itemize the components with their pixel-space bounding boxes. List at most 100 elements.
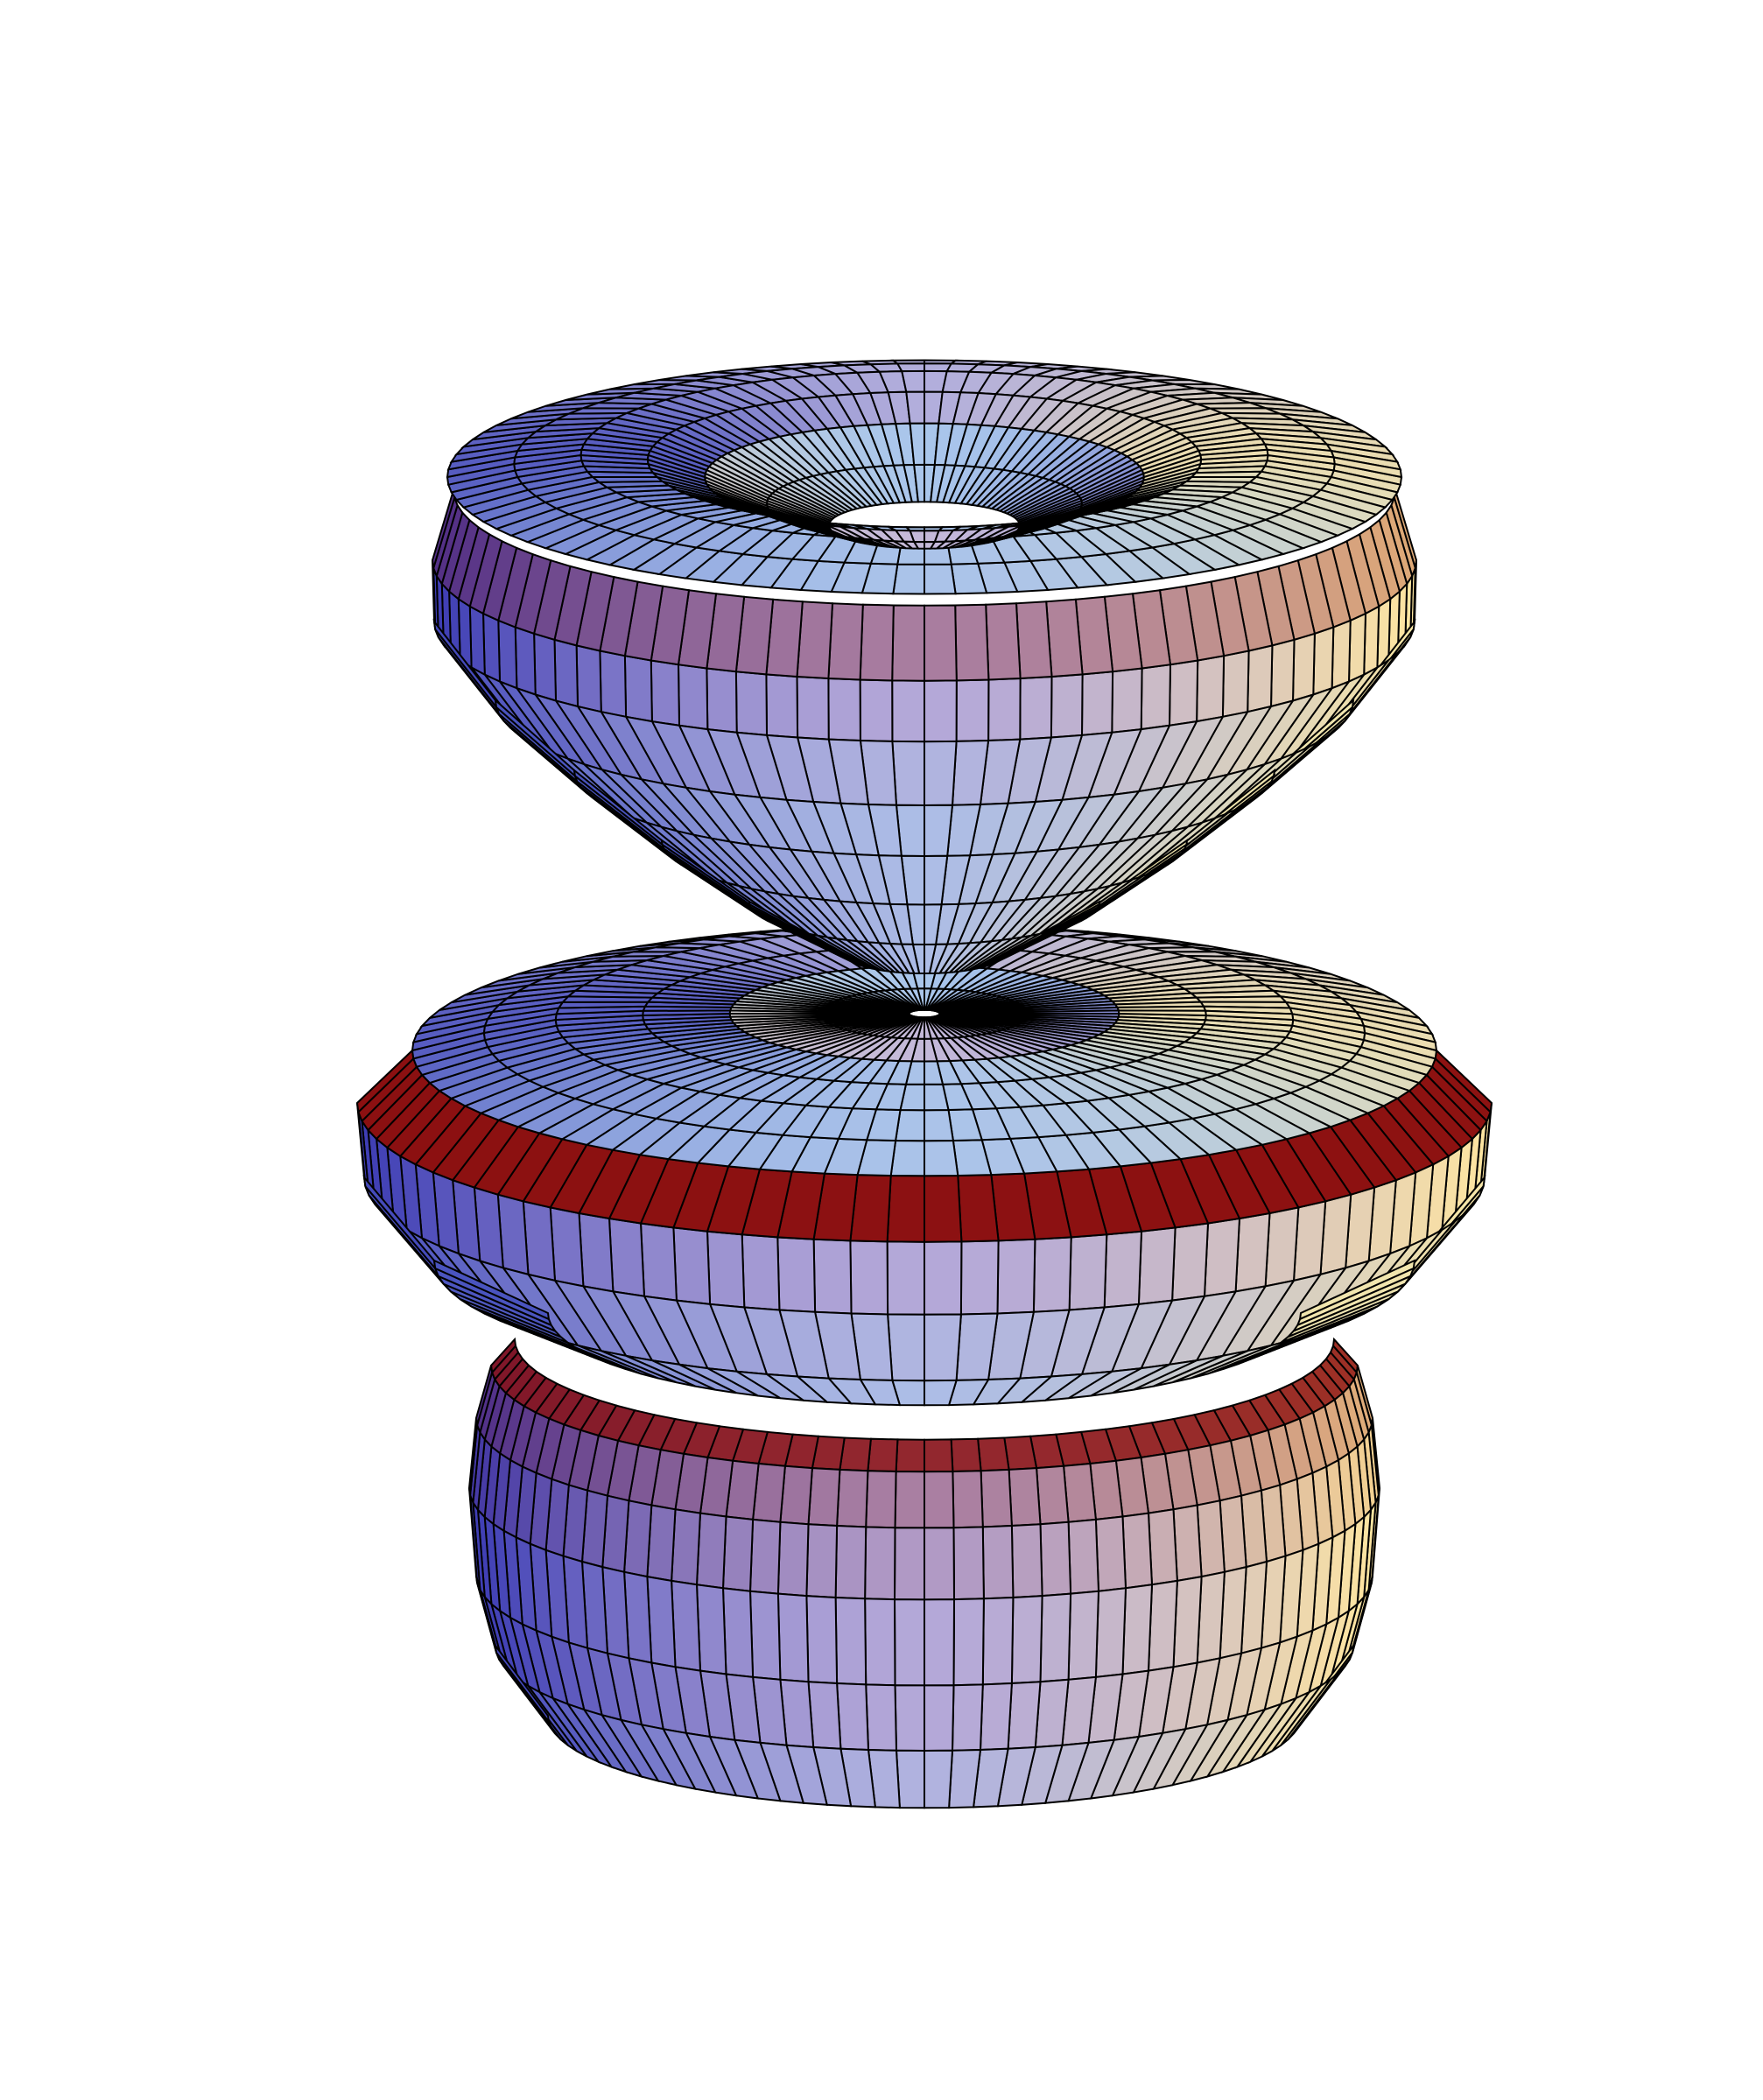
mesh-facet (1094, 1515, 1127, 1592)
mesh-facet (952, 1598, 985, 1687)
mesh-facet (1067, 1590, 1100, 1681)
mesh-facet (895, 1749, 925, 1809)
mesh-facet (892, 563, 925, 595)
mesh-facet (553, 638, 579, 708)
mesh-facet (748, 900, 847, 958)
mesh-facet (1264, 1206, 1300, 1288)
mesh-facet (1117, 1009, 1207, 1017)
mesh-facet (895, 1438, 925, 1473)
bottom-bulb-lobe (467, 1337, 1381, 1809)
mesh-facet (1010, 1523, 1043, 1599)
mesh-facet (734, 671, 769, 736)
mesh-facet (887, 1313, 925, 1382)
mesh-facet (1025, 1009, 1120, 1015)
mesh-facet (807, 1467, 841, 1528)
mesh-facet (1347, 612, 1367, 684)
mesh-facet (924, 563, 957, 595)
mesh-facet (924, 1470, 955, 1529)
mesh-facet (1036, 1464, 1070, 1526)
mesh-facet (497, 619, 518, 690)
mesh-facet (1247, 644, 1274, 713)
mesh-facet (695, 1584, 727, 1675)
mesh-facet (924, 1598, 956, 1687)
mesh-facet (1312, 626, 1335, 696)
mesh-facet (924, 1174, 963, 1243)
mesh-facet (859, 603, 895, 682)
mesh-facet (1140, 664, 1172, 731)
mesh-facet (494, 1642, 551, 1725)
mesh-facet (836, 1682, 870, 1752)
mesh-facet (1196, 655, 1226, 723)
mesh-facet (432, 1259, 551, 1321)
mesh-facet (834, 1524, 867, 1600)
mesh-facet (886, 1240, 925, 1316)
mesh-facet (865, 1683, 898, 1752)
mesh-facet (1269, 638, 1296, 708)
mesh-facet (1039, 1592, 1072, 1683)
mesh-facet (776, 1521, 810, 1598)
mesh-facet (924, 1438, 954, 1473)
mesh-facet (1010, 1595, 1043, 1685)
mesh-facet (1137, 1226, 1177, 1306)
mesh-facet (748, 1518, 782, 1595)
mesh-facet (864, 1526, 896, 1601)
mesh-facet (533, 632, 558, 702)
mesh-facet (706, 1230, 746, 1309)
mesh-facet (1221, 650, 1250, 719)
mesh-facet (924, 1240, 963, 1316)
mesh-facet (639, 1222, 678, 1302)
mesh-facet (1168, 659, 1199, 727)
mesh-facet (1147, 1508, 1178, 1586)
mesh-facet (924, 1108, 955, 1142)
mesh-facet (836, 1468, 869, 1528)
mesh-facet (805, 1523, 839, 1599)
mesh-facet (955, 678, 990, 742)
mesh-facet (924, 1684, 955, 1752)
mesh-facet (977, 1436, 1010, 1472)
mesh-facet (765, 673, 799, 739)
mesh-facet (1103, 1230, 1143, 1309)
mesh-facet (959, 1240, 1000, 1316)
mesh-facet (827, 677, 861, 742)
mesh-facet (893, 1598, 925, 1687)
mesh-facet (1121, 1584, 1154, 1675)
mesh-facet (1015, 601, 1053, 680)
mesh-facet (891, 679, 925, 743)
mesh-facet (896, 362, 925, 373)
mesh-facet (865, 1470, 897, 1529)
mesh-facet (578, 1212, 615, 1293)
mesh-facet (677, 664, 709, 731)
mesh-facet (952, 1526, 985, 1601)
mesh-facet (1291, 632, 1316, 702)
mesh-facet (849, 1240, 889, 1316)
mesh-facet (650, 659, 681, 727)
mesh-facet (1003, 1435, 1038, 1471)
mesh-facet (1018, 499, 1083, 527)
mesh-facet (721, 1515, 755, 1592)
mesh-facet (1234, 1212, 1271, 1293)
mesh-facet (671, 1508, 702, 1586)
mesh-facet (1039, 1521, 1072, 1598)
mesh-facet (996, 1238, 1036, 1315)
mesh-facet (1080, 671, 1114, 736)
mesh-facet (924, 1139, 959, 1177)
mesh-facet (924, 679, 958, 743)
mesh-facet (891, 740, 925, 807)
mesh-facet (1068, 1233, 1108, 1311)
middle-disc-lobe (355, 924, 1493, 1407)
mesh-facet (979, 1682, 1013, 1752)
mesh-facet (721, 1587, 755, 1679)
mesh-facet (1172, 1504, 1203, 1583)
mesh-facet (981, 1524, 1015, 1600)
mesh-facet (748, 1590, 782, 1681)
mesh-facet (1331, 619, 1352, 690)
mesh-facet (672, 1226, 712, 1306)
mesh-facet (893, 1527, 925, 1601)
mesh-facet (1067, 1518, 1100, 1595)
mesh-facet (924, 1749, 954, 1809)
mesh-facet (695, 1512, 727, 1590)
mesh-facet (985, 602, 1022, 681)
mesh-facet (1171, 1222, 1210, 1302)
mesh-facet (671, 1579, 702, 1672)
